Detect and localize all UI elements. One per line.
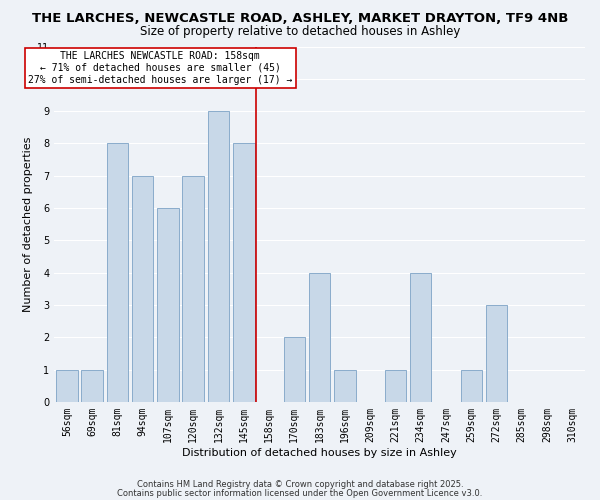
Text: THE LARCHES, NEWCASTLE ROAD, ASHLEY, MARKET DRAYTON, TF9 4NB: THE LARCHES, NEWCASTLE ROAD, ASHLEY, MAR… — [32, 12, 568, 26]
Bar — [284, 337, 305, 402]
Bar — [182, 176, 204, 402]
Bar — [233, 144, 254, 402]
Bar — [132, 176, 154, 402]
Bar — [410, 272, 431, 402]
Bar — [107, 144, 128, 402]
Text: THE LARCHES NEWCASTLE ROAD: 158sqm
← 71% of detached houses are smaller (45)
27%: THE LARCHES NEWCASTLE ROAD: 158sqm ← 71%… — [28, 52, 293, 84]
Bar — [461, 370, 482, 402]
Y-axis label: Number of detached properties: Number of detached properties — [23, 136, 33, 312]
Bar — [486, 305, 507, 402]
Bar — [56, 370, 77, 402]
Text: Contains public sector information licensed under the Open Government Licence v3: Contains public sector information licen… — [118, 489, 482, 498]
Bar — [157, 208, 179, 402]
Text: Contains HM Land Registry data © Crown copyright and database right 2025.: Contains HM Land Registry data © Crown c… — [137, 480, 463, 489]
Bar — [334, 370, 356, 402]
Bar — [385, 370, 406, 402]
Bar — [309, 272, 331, 402]
Text: Size of property relative to detached houses in Ashley: Size of property relative to detached ho… — [140, 25, 460, 38]
X-axis label: Distribution of detached houses by size in Ashley: Distribution of detached houses by size … — [182, 448, 457, 458]
Bar — [82, 370, 103, 402]
Bar — [208, 111, 229, 402]
